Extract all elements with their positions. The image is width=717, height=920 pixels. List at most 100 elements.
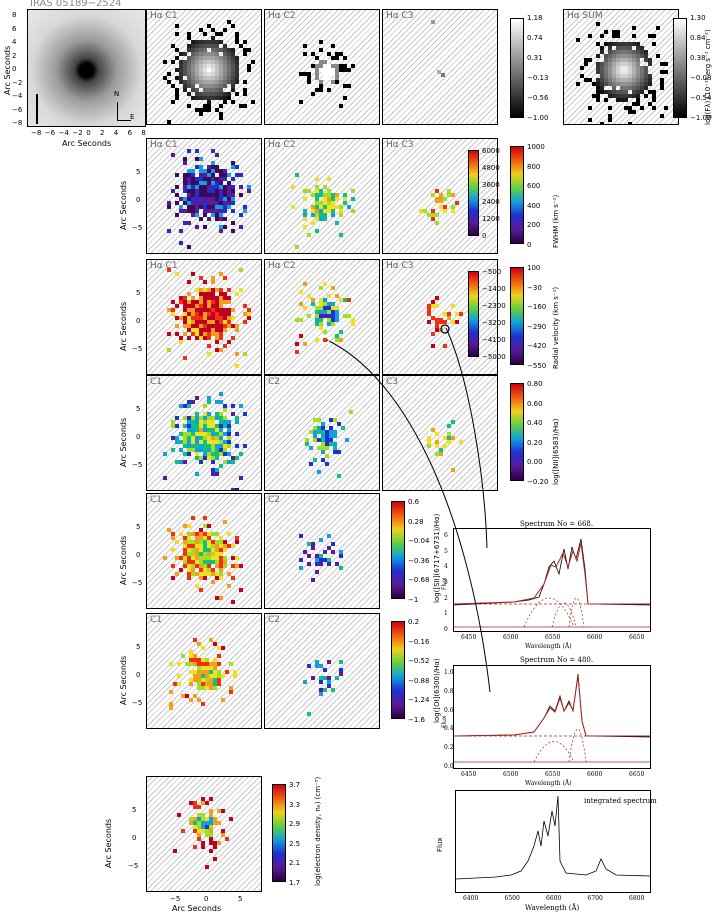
colorbar-tick: 100 <box>527 264 541 272</box>
colorbar-tick: −1.00 <box>690 114 712 122</box>
panel-label: Hα C2 <box>268 140 296 150</box>
x-tick: 6800 <box>629 895 645 902</box>
inner-colorbar <box>468 271 479 357</box>
y-tick: 5 <box>136 289 141 297</box>
pixel-map <box>427 420 463 472</box>
pixel-map <box>167 149 251 249</box>
colorbar-tick: 2.1 <box>289 859 301 868</box>
x-tick: 6450 <box>461 771 477 778</box>
y-tick: 5 <box>136 168 141 176</box>
integrated-spectrum-curve <box>455 795 651 880</box>
colorbar-tick: −1 <box>408 596 419 604</box>
y-tick: 0.2 <box>444 744 454 752</box>
colorbar <box>391 501 405 599</box>
colorbar-tick: 800 <box>527 162 541 171</box>
inner-colorbar-tick: −1400 <box>482 285 506 293</box>
colorbar-tick: 2.9 <box>289 820 301 829</box>
y-tick: 0.6 <box>444 706 454 714</box>
y-tick: 3 <box>444 579 448 586</box>
spectrum-668-curve <box>453 538 651 628</box>
y-tick: 0 <box>444 626 448 633</box>
map-r4-c1: C1 <box>146 375 262 491</box>
colorbar-label: log(electron density, nₑ) (cm⁻³) <box>314 776 322 886</box>
map-r3-c3: Hα C3 <box>382 259 498 375</box>
ha-c3-flux-map <box>431 20 445 77</box>
x-tick: 6550 <box>545 771 561 778</box>
panel-label: Hα C1 <box>150 11 178 21</box>
colorbar-tick: −290 <box>527 322 547 331</box>
y-axis-label: Arc Seconds <box>119 301 128 351</box>
colorbar-tick: 1000 <box>527 143 545 151</box>
y-tick: 5 <box>136 405 141 413</box>
x-tick: 4 <box>113 129 119 137</box>
panel-label: Hα C1 <box>150 261 178 271</box>
x-tick: 2 <box>100 129 105 137</box>
colorbar-tick: 0.84 <box>690 34 706 42</box>
x-tick: 6500 <box>503 634 519 641</box>
colorbar-tick: −420 <box>527 342 547 351</box>
inner-colorbar-tick: 3600 <box>482 181 500 189</box>
inner-colorbar-tick: 1200 <box>482 215 500 223</box>
pixel-map <box>419 189 459 225</box>
galaxy-image <box>28 10 145 126</box>
integrated-spectrum-ylabel: Flux <box>436 837 444 852</box>
y-tick: 4 <box>444 563 448 571</box>
map-r1-c2: Hα C2 <box>264 9 380 125</box>
inner-colorbar-tick: 2400 <box>482 198 500 206</box>
spectrum-480-curve <box>453 673 651 763</box>
colorbar-tick: 200 <box>527 221 541 230</box>
colorbar-tick: −0.88 <box>408 676 430 685</box>
x-tick: −6 <box>44 129 56 137</box>
colorbar-tick: −0.04 <box>408 537 430 546</box>
integrated-spectrum-title: integrated spectrum <box>584 797 657 805</box>
pixel-map <box>291 173 355 249</box>
colorbar-sum-label: log(Fλ) (10⁻¹⁶ erg s⁻¹ cm⁻²) <box>704 29 712 125</box>
y-tick: 0 <box>12 65 17 73</box>
pixel-map <box>169 638 237 710</box>
x-tick: −5 <box>170 895 181 903</box>
y-tick: −6 <box>12 105 23 114</box>
panel-label: Hα SUM <box>567 11 603 21</box>
colorbar-label: FWHM (km s⁻¹) <box>552 194 560 248</box>
x-tick: −2 <box>72 129 83 137</box>
colorbar-label: Radial velocity (km s⁻¹) <box>552 286 560 369</box>
colorbar-tick: 600 <box>527 182 541 191</box>
y-tick: 0 <box>136 317 141 325</box>
map-r5-c1: C1 <box>146 493 262 609</box>
map-r2-c3: Hα C3 <box>382 138 498 254</box>
colorbar-tick: −1.00 <box>527 114 549 122</box>
colorbar-tick: −550 <box>527 362 547 370</box>
y-tick: 5 <box>136 523 141 531</box>
pixel-map <box>427 296 463 348</box>
y-tick: 4 <box>12 38 17 46</box>
x-tick: 6600 <box>587 771 603 778</box>
pixel-map <box>305 410 353 478</box>
map-r2-c2: Hα C2 <box>264 138 380 254</box>
map-r7-c1 <box>146 776 262 892</box>
x-tick: 6600 <box>587 634 603 641</box>
colorbar-tick: −0.54 <box>690 94 712 102</box>
x-axis-label-row1: Arc Seconds <box>62 139 112 148</box>
inner-colorbar-tick: 4800 <box>482 164 500 172</box>
y-tick: 0 <box>136 196 141 204</box>
colorbar-tick: −0.20 <box>527 478 549 486</box>
inner-colorbar <box>468 150 479 236</box>
y-tick: −8 <box>12 119 23 127</box>
panel-label: Hα C1 <box>150 140 178 150</box>
panel-label: Hα C2 <box>268 261 296 271</box>
x-tick: 6400 <box>463 895 479 902</box>
map-r1-sum: Hα SUM <box>563 9 679 125</box>
map-r1-c3: Hα C3 <box>382 9 498 125</box>
map-r4-c3: C3 <box>382 375 498 491</box>
pixel-map <box>295 282 355 354</box>
y-axis-label: Arc Seconds <box>119 417 128 467</box>
colorbar-tick: 0.40 <box>527 419 543 428</box>
inner-colorbar-tick: 6000 <box>482 147 500 155</box>
colorbar <box>510 267 524 365</box>
pixel-map <box>163 516 243 604</box>
pixel-map <box>173 797 233 869</box>
colorbar <box>391 621 405 719</box>
panel-label: C2 <box>268 495 281 505</box>
colorbar-flux <box>510 18 524 118</box>
colorbar-tick: 0.38 <box>690 54 706 62</box>
